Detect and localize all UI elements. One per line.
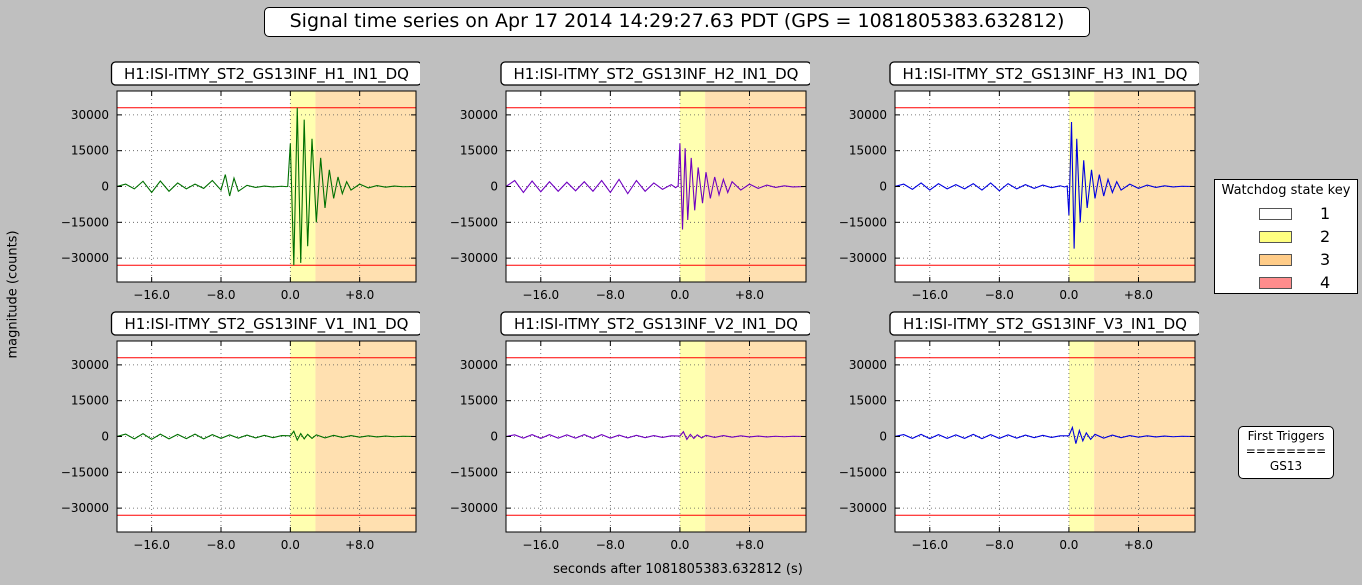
y-tick-label: 15000 <box>460 394 498 408</box>
legend-label-1: 1 <box>1320 204 1331 223</box>
figure-title: Signal time series on Apr 17 2014 14:29:… <box>264 7 1090 37</box>
x-tick-label: 0.0 <box>281 538 300 552</box>
x-tick-label: −16.0 <box>133 288 170 302</box>
y-tick-label: −15000 <box>450 465 498 479</box>
triggers-title: First Triggers <box>1247 429 1325 443</box>
x-axis-label: seconds after 1081805383.632812 (s) <box>553 562 803 577</box>
x-tick-label: −8.0 <box>206 288 235 302</box>
first-triggers-box: First Triggers ======== GS13 <box>1238 426 1334 479</box>
chart-v3: −16.0 −8.0 0.0 +8.0 −30000 −15000 0 15000 30000 H… <box>839 311 1199 552</box>
legend-title: Watchdog state key <box>1221 183 1351 198</box>
x-tick-label: 0.0 <box>670 538 689 552</box>
y-tick-label: 15000 <box>71 394 109 408</box>
x-tick-label: 0.0 <box>281 288 300 302</box>
y-tick-label: 30000 <box>71 108 109 122</box>
legend-label-4: 4 <box>1320 273 1331 292</box>
y-tick-label: 0 <box>879 180 887 194</box>
series-line <box>506 430 806 441</box>
x-tick-label: −16.0 <box>911 538 948 552</box>
series-line <box>117 107 416 266</box>
subplot-title-box <box>889 311 1199 336</box>
y-axis-label: magnitude (counts) <box>5 230 21 359</box>
subplot-title-box <box>110 311 420 336</box>
x-tick-label: −8.0 <box>596 538 625 552</box>
y-tick-label: 30000 <box>460 358 498 372</box>
x-tick-label: −8.0 <box>206 538 235 552</box>
y-tick-label: 15000 <box>849 144 887 158</box>
y-tick-label: 0 <box>490 430 498 444</box>
chart-h1: −16.0 −8.0 0.0 +8.0 −30000 −15000 0 15000 30000 H… <box>61 61 420 302</box>
y-tick-label: 0 <box>101 180 109 194</box>
y-tick-label: 0 <box>879 430 887 444</box>
legend-swatch-1 <box>1259 208 1292 220</box>
x-tick-label: +8.0 <box>1124 538 1153 552</box>
y-tick-label: 30000 <box>849 358 887 372</box>
chart-h3: −16.0 −8.0 0.0 +8.0 −30000 −15000 0 15000 30000 H… <box>839 61 1199 302</box>
subplot-title-box <box>500 311 810 336</box>
y-tick-label: 30000 <box>849 108 887 122</box>
y-tick-label: −15000 <box>450 215 498 229</box>
chart-h2: −16.0 −8.0 0.0 +8.0 −30000 −15000 0 15000 30000 H… <box>450 61 810 302</box>
y-tick-label: −15000 <box>839 215 887 229</box>
x-tick-label: −16.0 <box>522 538 559 552</box>
x-tick-label: +8.0 <box>345 288 374 302</box>
x-tick-label: −8.0 <box>985 538 1014 552</box>
x-tick-label: +8.0 <box>1124 288 1153 302</box>
subplot-title: H1:ISI-ITMY_ST2_GS13INF_H1_IN1_DQ <box>124 65 409 84</box>
legend-swatch-3 <box>1259 254 1292 266</box>
y-tick-label: −30000 <box>839 501 887 515</box>
subplot-title: H1:ISI-ITMY_ST2_GS13INF_H3_IN1_DQ <box>903 65 1188 84</box>
watchdog-legend: Watchdog state key 1 2 3 4 <box>1214 179 1358 294</box>
y-tick-label: 30000 <box>460 108 498 122</box>
y-tick-label: −15000 <box>61 215 109 229</box>
y-tick-label: −30000 <box>450 501 498 515</box>
y-tick-label: −30000 <box>61 501 109 515</box>
x-tick-label: −8.0 <box>985 288 1014 302</box>
series-line <box>895 425 1195 444</box>
chart-v2: −16.0 −8.0 0.0 +8.0 −30000 −15000 0 15000 30000 H… <box>450 311 810 552</box>
subplot-title: H1:ISI-ITMY_ST2_GS13INF_H2_IN1_DQ <box>514 65 799 84</box>
y-tick-label: −15000 <box>61 465 109 479</box>
y-tick-label: −30000 <box>839 251 887 265</box>
y-tick-label: −30000 <box>61 251 109 265</box>
subplot-title-box <box>110 61 420 86</box>
x-tick-label: 0.0 <box>1059 288 1078 302</box>
legend-swatch-4 <box>1259 277 1292 289</box>
legend-swatch-2 <box>1259 231 1292 243</box>
y-tick-label: −15000 <box>839 465 887 479</box>
y-tick-label: 15000 <box>849 394 887 408</box>
subplot-title-box <box>889 61 1199 86</box>
y-tick-label: −30000 <box>450 251 498 265</box>
x-tick-label: −16.0 <box>911 288 948 302</box>
y-tick-label: 15000 <box>460 144 498 158</box>
y-tick-label: 30000 <box>71 358 109 372</box>
x-tick-label: 0.0 <box>1059 538 1078 552</box>
x-tick-label: −16.0 <box>133 538 170 552</box>
legend-label-2: 2 <box>1320 227 1331 246</box>
chart-v1: −16.0 −8.0 0.0 +8.0 −30000 −15000 0 15000 30000 H… <box>61 311 420 552</box>
subplot-title-box <box>500 61 810 86</box>
x-tick-label: +8.0 <box>345 538 374 552</box>
legend-label-3: 3 <box>1320 250 1331 269</box>
x-tick-label: +8.0 <box>735 288 764 302</box>
triggers-separator: ======== <box>1245 444 1327 458</box>
y-tick-label: 0 <box>101 430 109 444</box>
subplot-title: H1:ISI-ITMY_ST2_GS13INF_V2_IN1_DQ <box>514 315 798 334</box>
x-tick-label: −16.0 <box>522 288 559 302</box>
triggers-value: GS13 <box>1269 459 1303 473</box>
x-tick-label: +8.0 <box>735 538 764 552</box>
subplot-title: H1:ISI-ITMY_ST2_GS13INF_V3_IN1_DQ <box>903 315 1187 334</box>
series-line <box>506 143 806 230</box>
x-tick-label: −8.0 <box>596 288 625 302</box>
subplot-title: H1:ISI-ITMY_ST2_GS13INF_V1_IN1_DQ <box>125 315 409 334</box>
y-tick-label: 15000 <box>71 144 109 158</box>
y-tick-label: 0 <box>490 180 498 194</box>
series-line <box>895 122 1195 249</box>
series-line <box>117 430 416 442</box>
x-tick-label: 0.0 <box>670 288 689 302</box>
